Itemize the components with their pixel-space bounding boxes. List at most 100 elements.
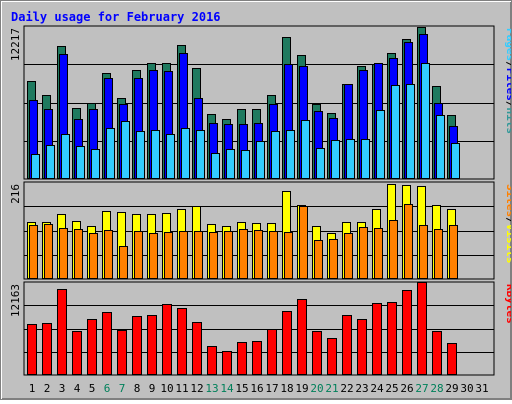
panel-traffic-bar-pages-day-2 [46,145,55,179]
panel-visitors-side-legend: Sites/Visits [504,184,511,264]
panel-kbytes-bar-kbytes-day-28 [432,331,442,375]
panel-visitors-bar-sites-day-23 [359,227,368,279]
chart-title: Daily usage for February 2016 [11,10,221,24]
panel-traffic-bar-pages-day-23 [361,139,370,179]
panel-traffic-bar-pages-day-22 [346,139,355,179]
panel-visitors-bar-sites-day-29 [449,225,458,279]
panel-traffic-ymax-label: 12217 [9,28,22,61]
panel-visitors-bar-sites-day-21 [329,239,338,279]
panel-visitors-bar-sites-day-12 [194,231,203,279]
panel-visitors-bar-sites-day-18 [284,232,293,279]
panel-kbytes-bar-kbytes-day-26 [402,290,412,375]
day-label-5: 5 [89,382,96,395]
panel-visitors-bar-sites-day-10 [164,232,173,279]
panel-kbytes-bar-kbytes-day-6 [102,312,112,375]
panel-kbytes-bar-kbytes-day-24 [372,303,382,375]
panel-traffic-bar-pages-day-4 [76,146,85,179]
panel-traffic-bar-pages-day-6 [106,128,115,179]
day-label-29: 29 [445,382,458,395]
panel-traffic-bar-pages-day-5 [91,149,100,179]
panel-kbytes-bar-kbytes-day-25 [387,302,397,375]
panel-traffic-bar-pages-day-17 [271,131,280,179]
panel-traffic-bar-pages-day-11 [181,128,190,179]
day-label-17: 17 [265,382,278,395]
panel-visitors-ymax-label: 216 [9,184,22,204]
panel-traffic-bar-pages-day-21 [331,140,340,179]
panel-traffic-bar-pages-day-25 [391,85,400,179]
day-label-18: 18 [280,382,293,395]
panel-traffic-bar-pages-day-16 [256,141,265,179]
day-label-15: 15 [235,382,248,395]
panel-kbytes-bar-kbytes-day-23 [357,319,367,375]
day-label-24: 24 [370,382,384,395]
panel-visitors-bar-sites-day-25 [389,220,398,279]
panel-visitors-bar-sites-day-28 [434,229,443,279]
panel-traffic-bar-pages-day-27 [421,63,430,179]
day-label-30: 30 [460,382,473,395]
panel-traffic-bar-pages-day-1 [31,154,40,179]
panel-traffic-legend-0: Pages [504,28,511,61]
day-label-21: 21 [325,382,338,395]
panel-traffic-legend-2: Files [504,68,511,101]
panel-traffic-legend-1: / [504,61,511,68]
panel-visitors-bar-sites-day-1 [29,225,38,279]
panel-kbytes-legend-0: KBytes [504,284,511,324]
day-label-9: 9 [149,382,156,395]
panel-kbytes-bar-kbytes-day-18 [282,311,292,375]
panel-kbytes-bar-kbytes-day-29 [447,343,457,375]
panel-visitors-bar-sites-day-7 [119,246,128,279]
day-label-7: 7 [119,382,126,395]
day-label-6: 6 [104,382,111,395]
panel-kbytes-bar-kbytes-day-11 [177,308,187,375]
panel-kbytes-bar-kbytes-day-20 [312,331,322,375]
panel-visitors-bar-sites-day-4 [74,229,83,279]
panel-visitors-legend-2: Visits [504,224,511,264]
panel-kbytes-bar-kbytes-day-7 [117,330,127,375]
day-label-25: 25 [385,382,398,395]
day-label-4: 4 [74,382,81,395]
day-label-28: 28 [430,382,443,395]
panel-kbytes-bar-kbytes-day-27 [417,282,427,375]
panel-visitors-bar-sites-day-11 [179,231,188,279]
panel-traffic-bar-pages-day-10 [166,134,175,179]
panel-kbytes-bar-kbytes-day-9 [147,315,157,375]
panel-traffic-bar-pages-day-13 [211,153,220,179]
panel-visitors-bar-sites-day-24 [374,228,383,279]
panel-kbytes-bar-kbytes-day-17 [267,329,277,375]
panel-kbytes-bar-kbytes-day-8 [132,316,142,375]
panel-kbytes-bar-kbytes-day-13 [207,346,217,375]
panel-visitors-bar-sites-day-13 [209,232,218,279]
day-label-12: 12 [190,382,203,395]
panel-traffic-bar-pages-day-7 [121,121,130,179]
panel-kbytes-bar-kbytes-day-19 [297,299,307,375]
panel-visitors-bar-sites-day-6 [104,230,113,279]
panel-visitors-legend-1: / [504,217,511,224]
panel-visitors-legend-0: Sites [504,184,511,217]
panel-kbytes-bar-kbytes-day-3 [57,289,67,375]
day-label-11: 11 [175,382,188,395]
panel-kbytes-bar-kbytes-day-12 [192,322,202,375]
panel-kbytes-bar-kbytes-day-4 [72,331,82,375]
panel-kbytes-ymax-label: 12163 [9,284,22,317]
panel-visitors-bar-sites-day-20 [314,240,323,279]
day-label-14: 14 [220,382,234,395]
panel-traffic-bar-pages-day-19 [301,120,310,179]
day-label-26: 26 [400,382,413,395]
panel-traffic-bar-pages-day-14 [226,149,235,179]
panel-visitors-bar-sites-day-22 [344,233,353,279]
day-label-27: 27 [415,382,428,395]
panel-kbytes-bar-kbytes-day-14 [222,351,232,375]
panel-traffic-side-legend: Pages/Files/Hits [504,28,511,134]
panel-visitors-bar-sites-day-14 [224,231,233,279]
panel-visitors-bar-sites-day-8 [134,231,143,279]
panel-visitors-bar-sites-day-2 [44,224,53,279]
panel-traffic-bar-pages-day-3 [61,134,70,179]
panel-traffic-bar-pages-day-8 [136,131,145,179]
panel-visitors-bar-sites-day-17 [269,231,278,279]
day-label-19: 19 [295,382,308,395]
day-label-3: 3 [59,382,66,395]
panel-visitors-bar-sites-day-9 [149,233,158,279]
panel-kbytes-bar-kbytes-day-21 [327,338,337,375]
